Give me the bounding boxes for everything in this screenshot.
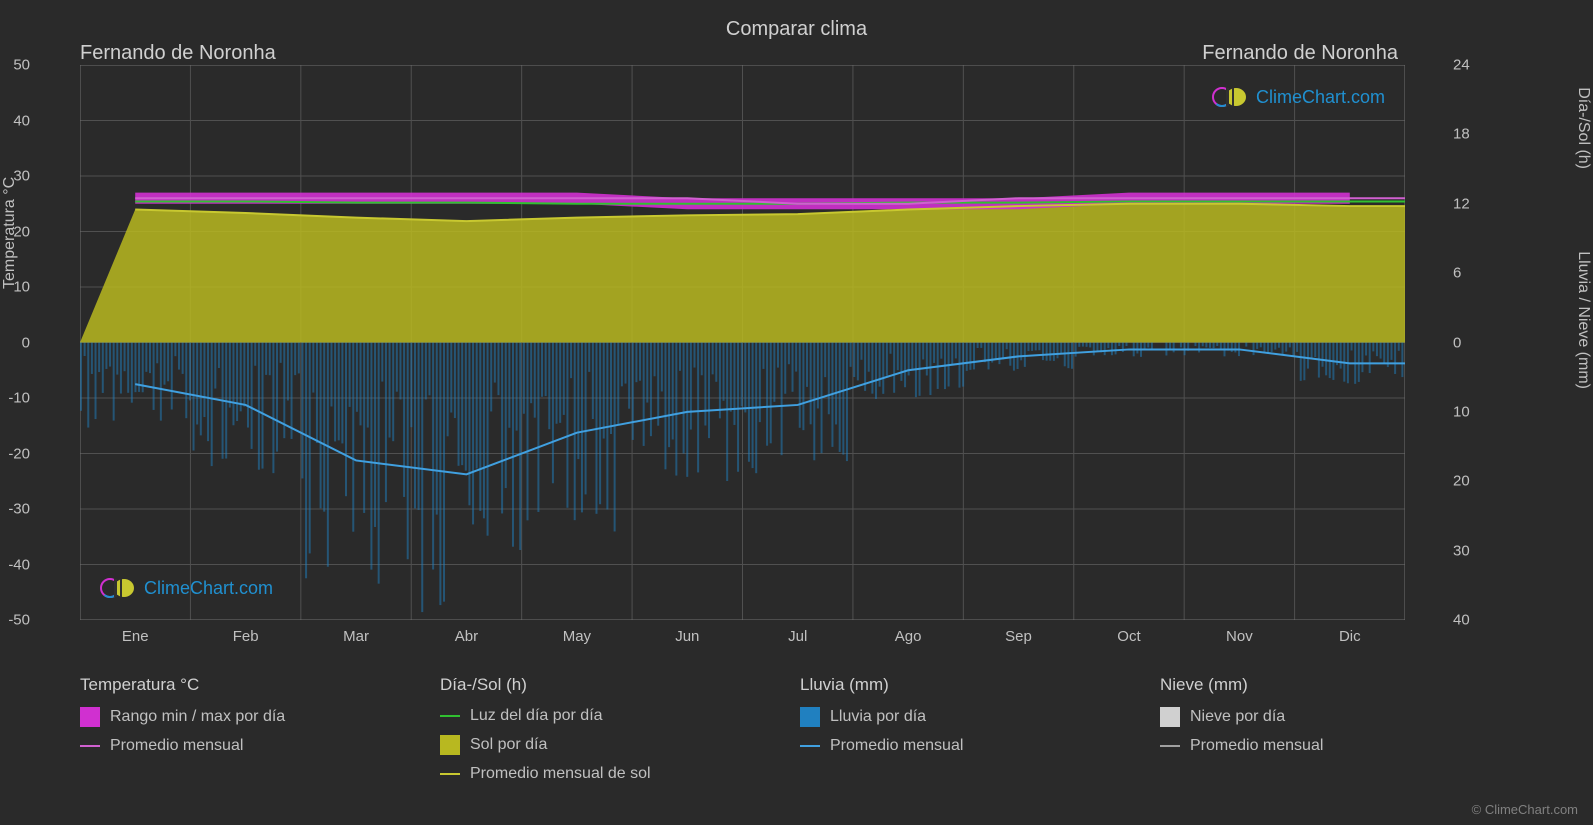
- y-tick-right-bottom: 40: [1453, 612, 1498, 629]
- location-label-left: Fernando de Noronha: [80, 42, 276, 65]
- legend-swatch: [800, 745, 820, 747]
- x-tick-month: Oct: [1117, 628, 1140, 645]
- y-tick-left: 50: [0, 57, 30, 74]
- y-tick-right-bottom: 30: [1453, 542, 1498, 559]
- watermark-top: ClimeChart.com: [1212, 85, 1385, 109]
- legend-item-label: Sol por día: [470, 736, 547, 754]
- y-tick-right-top: 0: [1453, 334, 1498, 351]
- x-axis: Ene Feb Mar Abr May Jun Jul Ago Sep Oct Nov Dic: [80, 628, 1405, 658]
- legend-item: Luz del día por día: [440, 707, 760, 725]
- legend-item: Promedio mensual: [1160, 737, 1480, 755]
- legend-item-label: Promedio mensual: [830, 737, 963, 755]
- legend-group: Día-/Sol (h) Luz del día por día Sol por d…: [440, 675, 760, 793]
- x-tick-month: Jul: [788, 628, 807, 645]
- x-tick-month: Ago: [895, 628, 922, 645]
- x-tick-month: Dic: [1339, 628, 1361, 645]
- legend-group: Lluvia (mm) Lluvia por día Promedio mensua…: [800, 675, 1120, 793]
- legend-item: Lluvia por día: [800, 707, 1120, 727]
- chart-svg: [80, 65, 1405, 620]
- legend-group: Temperatura °C Rango min / max por día Pro…: [80, 675, 400, 793]
- legend: Temperatura °C Rango min / max por día Pro…: [80, 675, 1480, 793]
- legend-swatch: [80, 707, 100, 727]
- x-tick-month: Sep: [1005, 628, 1032, 645]
- y-tick-left: 10: [0, 279, 30, 296]
- legend-group-title: Lluvia (mm): [800, 675, 1120, 695]
- legend-group-title: Temperatura °C: [80, 675, 400, 695]
- legend-item: Promedio mensual: [800, 737, 1120, 755]
- copyright: © ClimeChart.com: [1472, 802, 1578, 817]
- legend-swatch: [80, 745, 100, 747]
- x-tick-month: Ene: [122, 628, 149, 645]
- watermark-bottom: ClimeChart.com: [100, 576, 273, 600]
- x-tick-month: Mar: [343, 628, 369, 645]
- legend-group: Nieve (mm) Nieve por día Promedio mensual: [1160, 675, 1480, 793]
- x-tick-month: Jun: [675, 628, 699, 645]
- chart-title: Comparar clima: [0, 18, 1593, 41]
- y-tick-left: -50: [0, 612, 30, 629]
- legend-swatch: [800, 707, 820, 727]
- y-tick-left: -40: [0, 556, 30, 573]
- legend-item-label: Rango min / max por día: [110, 708, 285, 726]
- y-tick-left: -10: [0, 390, 30, 407]
- legend-swatch: [1160, 745, 1180, 747]
- climechart-logo-icon: [100, 576, 136, 600]
- y-tick-left: -20: [0, 445, 30, 462]
- y-tick-left: 40: [0, 112, 30, 129]
- watermark-text: ClimeChart.com: [1256, 87, 1385, 108]
- legend-swatch: [1160, 707, 1180, 727]
- legend-group-title: Día-/Sol (h): [440, 675, 760, 695]
- legend-item: Promedio mensual de sol: [440, 765, 760, 783]
- legend-item-label: Lluvia por día: [830, 708, 926, 726]
- y-tick-left: 30: [0, 168, 30, 185]
- x-tick-month: May: [563, 628, 591, 645]
- legend-item-label: Nieve por día: [1190, 708, 1285, 726]
- climechart-logo-icon: [1212, 85, 1248, 109]
- legend-item: Nieve por día: [1160, 707, 1480, 727]
- x-tick-month: Abr: [455, 628, 478, 645]
- y-tick-left: 20: [0, 223, 30, 240]
- legend-item: Rango min / max por día: [80, 707, 400, 727]
- x-tick-month: Nov: [1226, 628, 1253, 645]
- y-axis-right-top-label: Día-/Sol (h): [1574, 87, 1592, 169]
- location-label-right: Fernando de Noronha: [1202, 42, 1398, 65]
- watermark-text: ClimeChart.com: [144, 578, 273, 599]
- legend-swatch: [440, 773, 460, 775]
- y-tick-left: 0: [0, 334, 30, 351]
- legend-item-label: Promedio mensual: [110, 737, 243, 755]
- legend-item-label: Luz del día por día: [470, 707, 603, 725]
- y-tick-right-top: 18: [1453, 126, 1498, 143]
- y-tick-right-bottom: 20: [1453, 473, 1498, 490]
- y-tick-right-top: 6: [1453, 265, 1498, 282]
- legend-item-label: Promedio mensual: [1190, 737, 1323, 755]
- y-tick-left: -30: [0, 501, 30, 518]
- y-tick-right-top: 12: [1453, 195, 1498, 212]
- legend-item: Promedio mensual: [80, 737, 400, 755]
- y-tick-right-bottom: 10: [1453, 403, 1498, 420]
- legend-swatch: [440, 735, 460, 755]
- y-tick-right-top: 24: [1453, 57, 1498, 74]
- legend-item: Sol por día: [440, 735, 760, 755]
- legend-item-label: Promedio mensual de sol: [470, 765, 651, 783]
- legend-group-title: Nieve (mm): [1160, 675, 1480, 695]
- x-tick-month: Feb: [233, 628, 259, 645]
- chart-plot-area: ClimeChart.com ClimeChart.com: [80, 65, 1405, 620]
- legend-swatch: [440, 715, 460, 717]
- y-axis-right-bottom-label: Lluvia / Nieve (mm): [1574, 251, 1592, 389]
